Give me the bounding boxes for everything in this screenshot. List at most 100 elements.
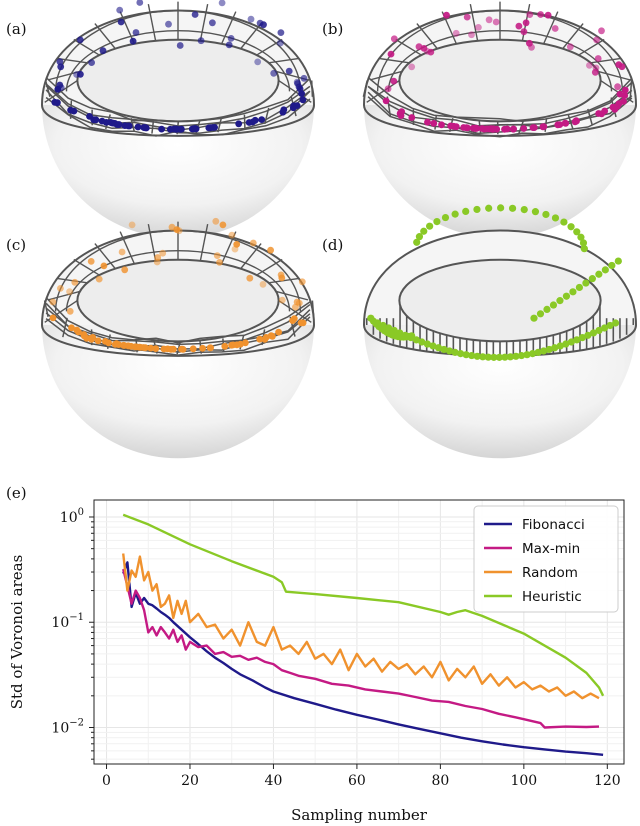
sample-point [612,319,620,327]
mesh-row [45,296,311,344]
sample-point [88,59,95,66]
sample-point [515,22,523,30]
sample-point [526,11,534,18]
sample-point [589,329,598,337]
sample-point [124,122,132,130]
sample-point [118,248,126,256]
sample-point [534,348,542,356]
sample-point [542,210,550,219]
sample-point [430,120,438,127]
sample-point [260,21,267,29]
sample-point [57,285,64,292]
panel-e-label: (e) [6,484,27,502]
sample-point [424,118,431,126]
x-tick-label: 80 [431,773,449,789]
sample-point [522,19,530,27]
sample-point [509,125,517,133]
sample-point [221,342,229,350]
x-axis-label: Sampling number [291,806,428,824]
sample-point [588,275,596,283]
sphere-rim [76,38,280,123]
mesh-col [243,114,246,130]
sample-point [592,64,600,72]
sample-point [497,204,505,212]
sample-point [593,36,600,44]
sample-point [506,353,515,361]
cap-mesh-arc [65,249,291,312]
sample-point [420,227,428,235]
sample-point [556,342,564,350]
mesh-row [367,91,633,135]
sample-point [426,222,434,230]
sample-point [128,221,136,229]
panel-a-label: (a) [6,20,27,38]
sample-point [520,206,528,214]
sample-point [278,296,286,304]
sample-point [66,307,74,315]
sample-point [584,331,592,339]
sample-point [256,335,264,343]
y-tick-label: 10−2 [51,717,84,736]
sample-point [462,207,470,216]
sample-point [443,11,450,19]
sample-point [554,121,562,129]
sample-point [485,204,493,212]
sample-point [227,35,235,42]
sample-point [408,63,416,71]
sample-point [158,125,166,133]
sample-point [98,117,106,125]
sample-point [598,27,605,35]
sample-point [229,341,237,349]
sample-point [614,257,622,265]
sample-point [71,278,79,286]
cap-mesh-line [369,70,403,81]
sample-point [219,221,227,229]
chart-ticks: 0 20 40 60 80 100 120 100 10−1 10−2 [51,507,620,789]
sample-point [218,0,226,7]
sample-point [277,29,285,36]
sample-point [120,341,127,349]
sample-point [165,20,172,28]
band-edge [41,104,315,137]
sample-point [578,334,586,342]
sample-point [299,96,307,104]
sample-point [75,328,82,336]
sample-point [289,104,297,112]
sample-point [600,324,609,332]
sample-point [175,227,183,235]
sample-point [508,204,517,212]
sample-point [438,121,445,129]
sample-point [147,344,155,352]
cap-mesh-line [590,57,621,64]
sample-point [277,39,284,47]
sample-point [67,106,74,114]
mesh-col [587,108,593,125]
sample-point [544,11,552,19]
sample-point [616,90,624,98]
legend-label: Max-min [522,541,580,557]
sample-point [254,58,262,66]
mesh-row [367,96,633,138]
cap-mesh-line [199,224,209,261]
cap-mesh-line [379,57,410,64]
legend-label: Random [522,565,578,581]
cap-mesh-line [240,23,262,50]
sample-point [427,48,435,56]
mesh-col [151,120,155,134]
sample-point [551,25,559,32]
sample-point [95,275,103,283]
sample-point [567,338,575,346]
sample-point [189,345,197,353]
sample-point [132,29,140,36]
sample-point [209,19,216,27]
sample-point [99,47,107,55]
sample-point [242,339,249,347]
sample-point [166,125,174,133]
sample-point [543,305,551,314]
sample-point [551,214,560,222]
sample-point [478,125,486,132]
sample-point [233,241,241,248]
sample-point [420,45,428,52]
sample-point [573,336,581,344]
sample-point [398,108,405,115]
